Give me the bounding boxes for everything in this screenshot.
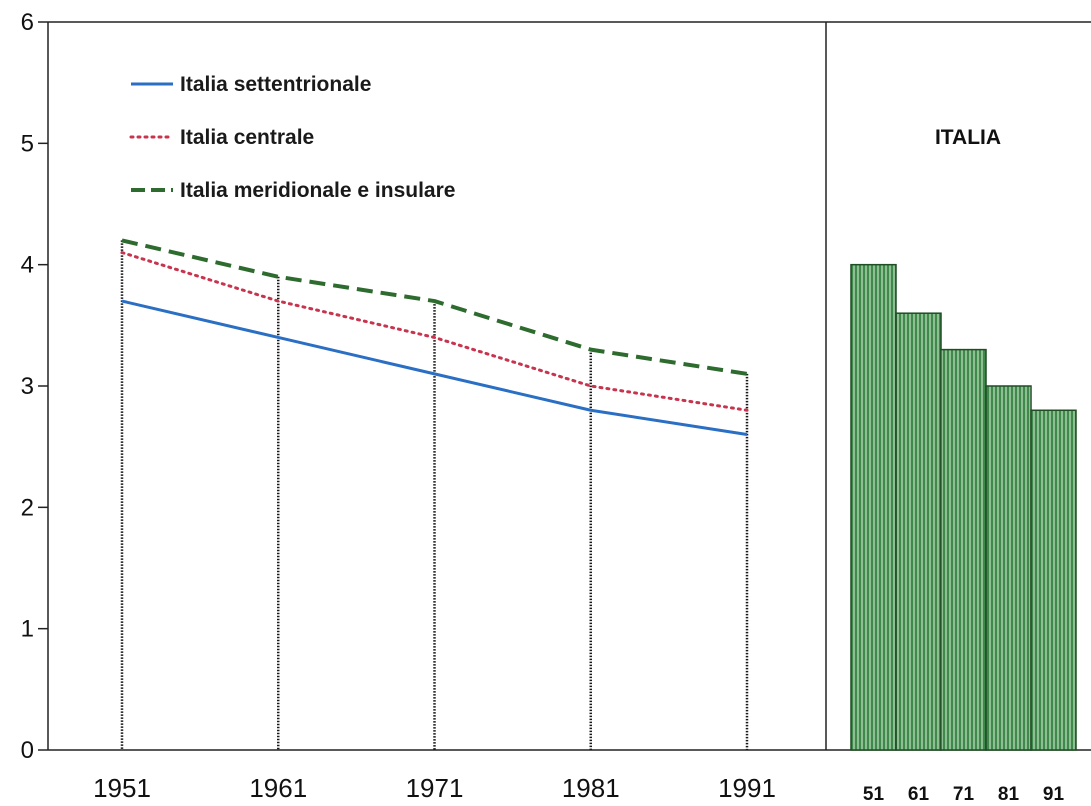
italia-bar-panel: ITALIA 51 61 71 81 91 bbox=[850, 126, 1077, 805]
line-series bbox=[120, 238, 749, 437]
series-line-1 bbox=[121, 299, 748, 437]
x-tick-label: 1971 bbox=[406, 773, 464, 803]
x-tick-label: 1951 bbox=[93, 773, 151, 803]
series-line-3 bbox=[121, 238, 748, 376]
legend-label-2: Italia centrale bbox=[180, 126, 314, 149]
x-axis: 1951 1961 1971 1981 1991 bbox=[93, 773, 776, 803]
legend-label-1: Italia settentrionale bbox=[180, 73, 371, 96]
y-axis: 0 1 2 3 4 5 6 bbox=[21, 9, 48, 764]
x-tick-label: 1991 bbox=[718, 773, 776, 803]
bar-tick-label: 61 bbox=[908, 784, 930, 805]
italia-bar-71 bbox=[940, 348, 987, 751]
legend-label-3: Italia meridionale e insulare bbox=[180, 179, 455, 202]
panel-title: ITALIA bbox=[935, 126, 1001, 149]
y-tick-label: 0 bbox=[21, 737, 34, 764]
legend: Italia settentrionale Italia centrale Ital… bbox=[129, 73, 455, 202]
bar-tick-label: 51 bbox=[863, 784, 885, 805]
italia-bar-51 bbox=[850, 263, 897, 751]
bar-tick-label: 91 bbox=[1043, 784, 1065, 805]
bar-tick-label: 71 bbox=[953, 784, 975, 805]
y-tick-label: 3 bbox=[21, 373, 34, 400]
bar-tick-label: 81 bbox=[998, 784, 1020, 805]
y-tick-label: 5 bbox=[21, 130, 34, 157]
y-tick-label: 1 bbox=[21, 616, 34, 643]
x-tick-label: 1981 bbox=[562, 773, 620, 803]
x-tick-label: 1961 bbox=[249, 773, 307, 803]
italia-bar-61 bbox=[895, 312, 942, 751]
italia-bar-91 bbox=[1030, 409, 1077, 751]
year-guide-lines bbox=[120, 240, 749, 750]
italia-bar-81 bbox=[985, 385, 1032, 751]
y-tick-label: 4 bbox=[21, 252, 34, 279]
y-tick-label: 6 bbox=[21, 9, 34, 36]
series-line-2 bbox=[120, 251, 749, 412]
y-tick-label: 2 bbox=[21, 494, 34, 521]
